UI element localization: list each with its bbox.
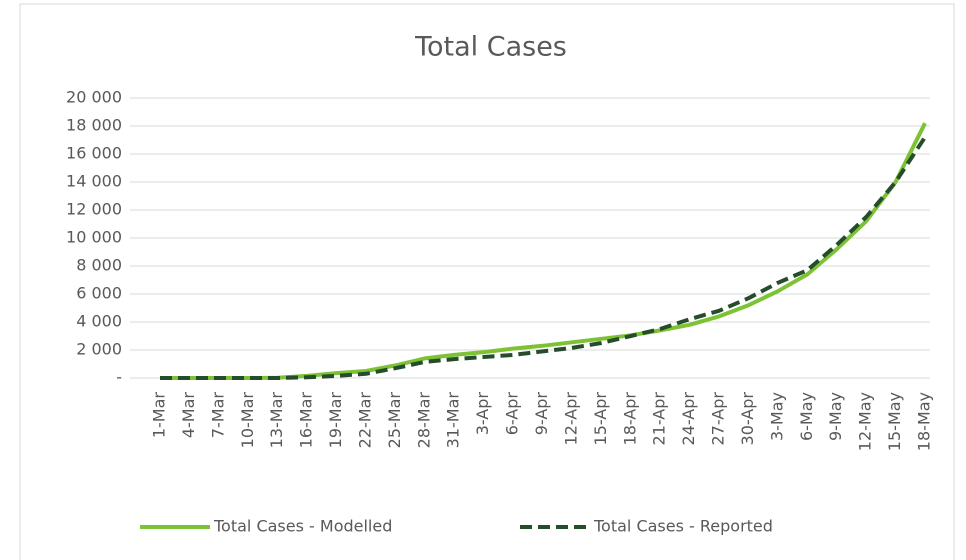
x-tick-label: 4-Mar xyxy=(179,392,198,439)
x-tick-label: 21-Apr xyxy=(650,392,669,446)
x-tick-label: 7-Mar xyxy=(208,392,227,439)
y-tick-label: 10 000 xyxy=(66,228,122,247)
x-tick-label: 3-May xyxy=(767,392,786,441)
x-tick-label: 30-Apr xyxy=(738,392,757,446)
x-tick-label: 3-Apr xyxy=(473,392,492,436)
x-tick-label: 13-Mar xyxy=(267,392,286,449)
y-tick-label: 16 000 xyxy=(66,144,122,163)
y-tick-label: 20 000 xyxy=(66,88,122,107)
y-tick-label: 6 000 xyxy=(76,284,122,303)
legend-label: Total Cases - Modelled xyxy=(213,517,392,536)
y-tick-label: 4 000 xyxy=(76,312,122,331)
y-tick-label: 12 000 xyxy=(66,200,122,219)
x-tick-label: 18-Apr xyxy=(620,392,639,446)
x-tick-label: 16-Mar xyxy=(297,392,316,449)
x-tick-label: 9-May xyxy=(826,392,845,441)
y-tick-label: - xyxy=(116,368,122,387)
x-tick-label: 25-Mar xyxy=(385,392,404,449)
data-line xyxy=(160,136,927,380)
x-tick-label: 15-Apr xyxy=(591,392,610,446)
y-tick-label: 14 000 xyxy=(66,172,122,191)
x-tick-label: 15-May xyxy=(885,392,904,451)
x-tick-label: 18-May xyxy=(915,392,934,451)
x-tick-label: 19-Mar xyxy=(326,392,345,449)
legend-label: Total Cases - Reported xyxy=(593,517,773,536)
x-tick-label: 12-May xyxy=(856,392,875,451)
y-tick-label: 2 000 xyxy=(76,340,122,359)
x-tick-label: 9-Apr xyxy=(532,392,551,436)
x-tick-label: 31-Mar xyxy=(444,392,463,449)
x-tick-label: 1-Mar xyxy=(150,392,169,439)
chart-frame xyxy=(19,3,955,560)
chart-title: Total Cases xyxy=(414,32,567,63)
x-tick-label: 6-Apr xyxy=(503,392,522,436)
x-tick-label: 27-Apr xyxy=(709,392,728,446)
x-tick-label: 12-Apr xyxy=(561,392,580,446)
x-tick-label: 28-Mar xyxy=(414,392,433,449)
x-tick-label: 24-Apr xyxy=(679,392,698,446)
x-tick-label: 22-Mar xyxy=(355,392,374,449)
y-tick-label: 8 000 xyxy=(76,256,122,275)
y-tick-label: 18 000 xyxy=(66,116,122,135)
x-tick-label: 6-May xyxy=(797,392,816,441)
x-tick-label: 10-Mar xyxy=(238,392,257,449)
